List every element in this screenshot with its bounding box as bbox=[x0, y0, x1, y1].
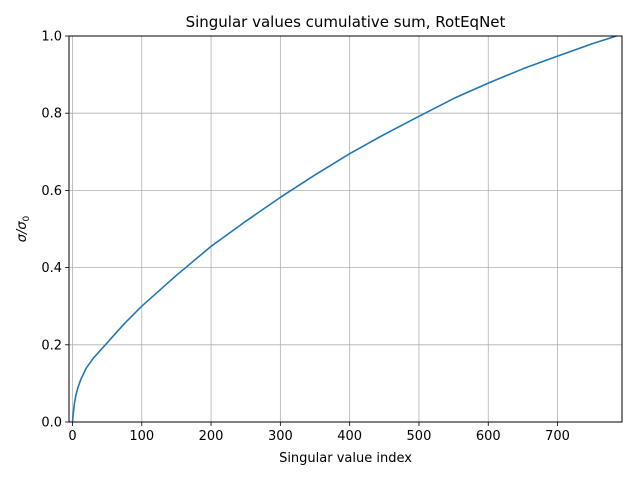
chart-title: Singular values cumulative sum, RotEqNet bbox=[186, 13, 506, 31]
x-tick-label: 0 bbox=[68, 429, 76, 444]
x-tick-label: 500 bbox=[407, 429, 432, 444]
x-tick-label: 300 bbox=[268, 429, 293, 444]
y-axis-label-base: σ/σ bbox=[15, 221, 30, 243]
x-tick-label: 600 bbox=[476, 429, 501, 444]
y-axis-label-subscript: 0 bbox=[22, 215, 32, 221]
x-tick-label: 200 bbox=[199, 429, 224, 444]
plot-frame bbox=[68, 35, 623, 423]
x-tick-label: 100 bbox=[129, 429, 154, 444]
y-tick-label: 0.4 bbox=[41, 261, 62, 276]
y-tick-label: 0.0 bbox=[41, 416, 62, 431]
y-tick-label: 0.6 bbox=[41, 184, 62, 199]
y-tick-label: 0.2 bbox=[41, 338, 62, 353]
series-line bbox=[71, 35, 617, 423]
x-axis-label: Singular value index bbox=[279, 451, 412, 466]
y-tick-label: 0.8 bbox=[41, 107, 62, 122]
y-axis-label: σ/σ0 bbox=[15, 215, 32, 242]
x-tick-label: 400 bbox=[337, 429, 362, 444]
x-tick-label: 700 bbox=[545, 429, 570, 444]
ticks: 0 100 200 300 400 500 600 700 0.0 0.2 0.4 0.6 0.8 1.0 bbox=[41, 30, 570, 445]
series-layer bbox=[71, 35, 617, 423]
y-tick-label: 1.0 bbox=[41, 30, 62, 45]
